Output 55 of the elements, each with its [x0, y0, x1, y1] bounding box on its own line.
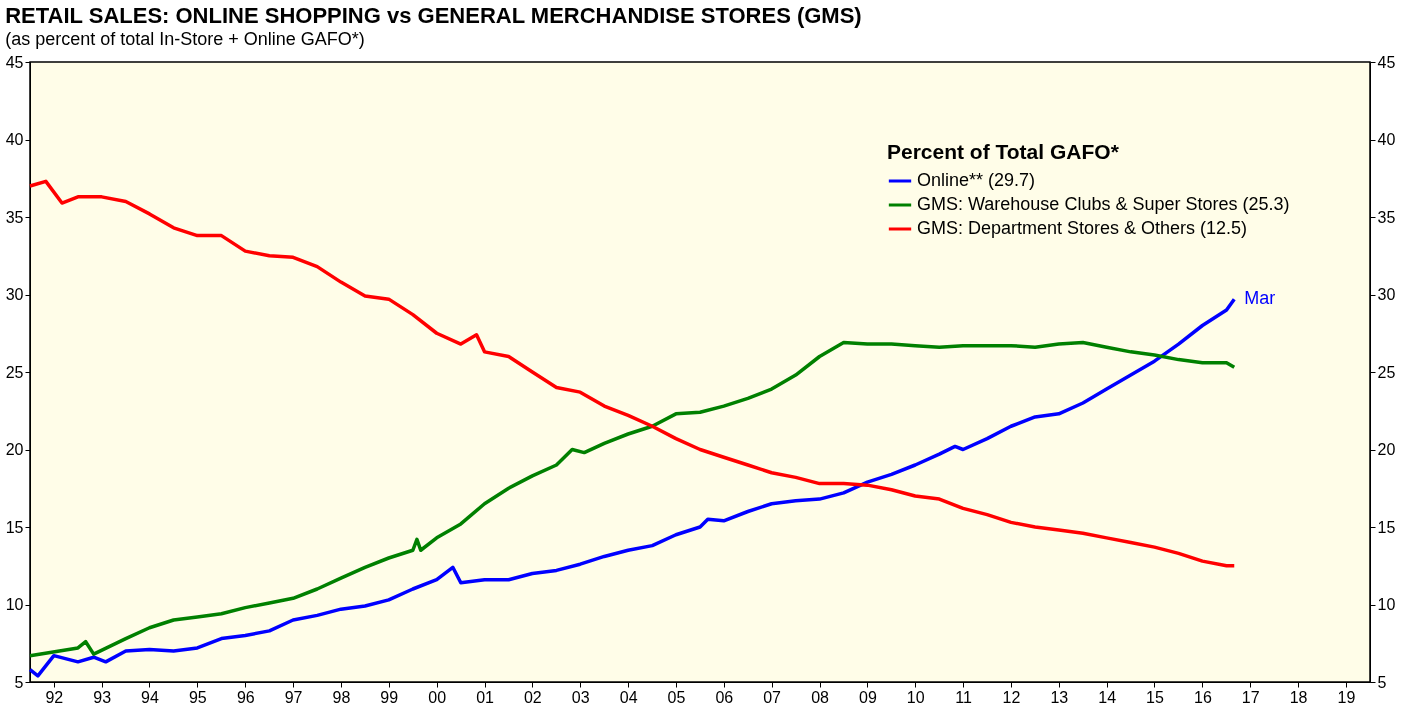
y-tick-label: 40	[5, 131, 24, 148]
x-tick-label: 98	[332, 688, 351, 706]
x-tick-label: 16	[1194, 688, 1212, 706]
y2-tick-label: 35	[1377, 208, 1396, 226]
x-tick-label: 10	[906, 688, 925, 706]
x-tick-label: 11	[955, 688, 972, 706]
legend-label: Online** (29.7)	[917, 170, 1036, 190]
x-tick-label: 04	[619, 688, 638, 706]
y-tick-label: 5	[14, 673, 24, 691]
legend-label: GMS: Department Stores & Others (12.5)	[917, 218, 1248, 238]
y2-tick-label: 5	[1377, 673, 1387, 691]
y2-tick-label: 30	[1377, 286, 1396, 303]
x-tick-label: 96	[236, 688, 255, 706]
x-tick-label: 09	[858, 688, 877, 706]
line-series	[28, 297, 1237, 678]
legend-title: Percent of Total GAFO*	[887, 140, 1120, 163]
chart-title: RETAIL SALES: ONLINE SHOPPING vs GENERAL MERCHANDISE STORES (GMS)	[5, 3, 862, 28]
y-tick-label: 10	[5, 596, 24, 613]
x-tick-label: 14	[1098, 688, 1117, 706]
line-series	[28, 340, 1237, 658]
y2-tick-label: 20	[1377, 441, 1396, 458]
x-tick-label: 03	[571, 688, 590, 706]
x-tick-label: 18	[1289, 688, 1308, 706]
x-tick-label: 07	[763, 688, 782, 706]
chart-subtitle: (as percent of total In-Store + Online GAFO*)	[5, 29, 365, 49]
x-tick-label: 19	[1337, 688, 1356, 706]
y2-tick-label: 45	[1377, 53, 1396, 71]
x-tick-label: 08	[811, 688, 830, 706]
x-tick-label: 06	[715, 688, 734, 706]
legend-label: GMS: Warehouse Clubs & Super Stores (25.3)	[917, 194, 1290, 214]
x-tick-label: 05	[667, 688, 686, 706]
x-tick-label: 15	[1146, 688, 1164, 706]
x-tick-label: 01	[476, 688, 495, 706]
x-tick-label: 92	[45, 688, 64, 706]
x-tick-label: 02	[523, 688, 542, 706]
annotation: Mar	[1244, 288, 1276, 309]
y2-tick-label: 15	[1377, 518, 1396, 536]
y-tick-label: 25	[5, 363, 24, 381]
y2-tick-label: 40	[1377, 131, 1396, 148]
x-tick-label: 12	[1002, 688, 1021, 706]
x-tick-label: 00	[428, 688, 447, 706]
x-tick-label: 17	[1241, 688, 1260, 706]
y-tick-label: 20	[5, 441, 24, 458]
x-tick-label: 97	[284, 688, 303, 706]
y2-tick-label: 25	[1377, 363, 1396, 381]
y2-tick-label: 10	[1377, 596, 1396, 613]
x-tick-label: 94	[141, 688, 159, 706]
y-tick-label: 15	[5, 518, 24, 536]
y-tick-label: 30	[5, 286, 24, 303]
x-tick-label: 99	[380, 688, 399, 706]
y-tick-label: 35	[5, 208, 24, 226]
x-tick-label: 93	[93, 688, 112, 706]
y-tick-label: 45	[5, 53, 24, 71]
x-tick-label: 13	[1050, 688, 1069, 706]
x-tick-label: 95	[188, 688, 207, 706]
